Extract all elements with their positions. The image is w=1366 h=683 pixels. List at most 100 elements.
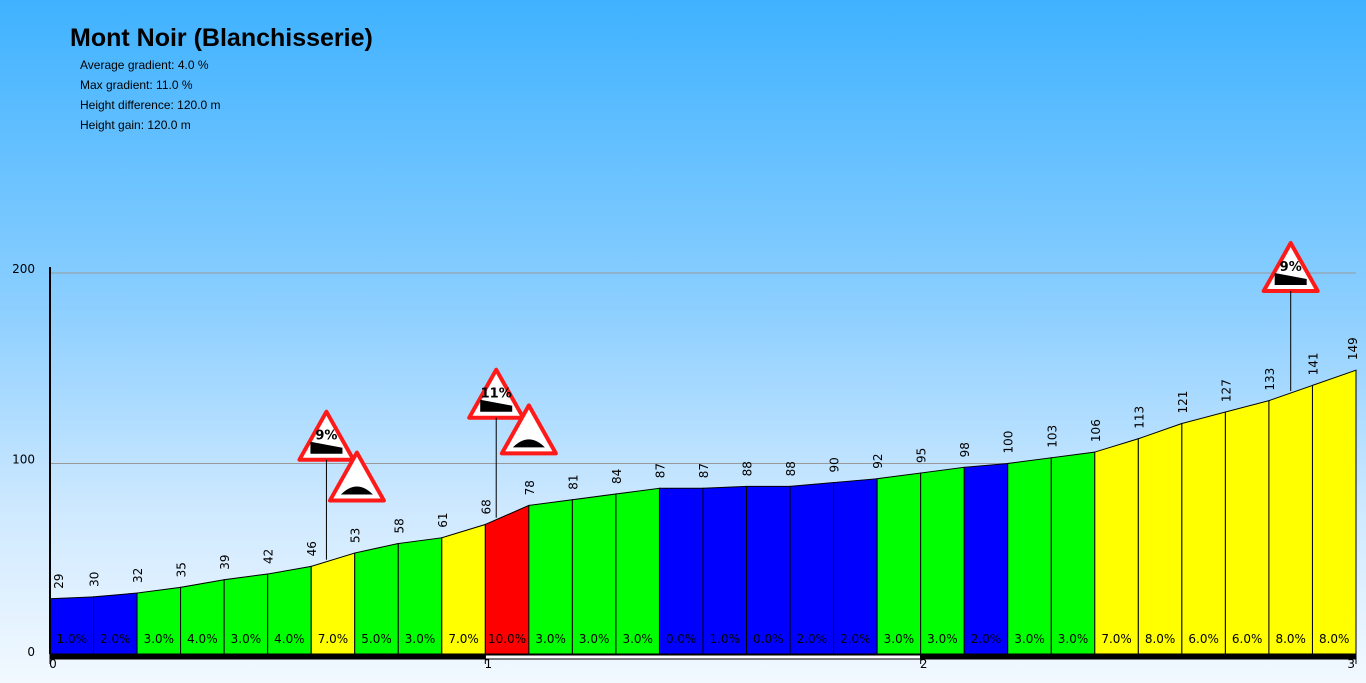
warning-sign-label: 9% [315, 429, 337, 444]
x-tick-label: 3 [1347, 657, 1355, 671]
warning-sign-label: 9% [1280, 260, 1302, 275]
gradient-label: 7.0% [318, 632, 349, 646]
slope-glyph [310, 441, 343, 454]
profile-segment [1311, 369, 1357, 655]
slope-glyph [1274, 273, 1307, 286]
profile-segment [876, 472, 922, 655]
elevation-label: 141 [1306, 352, 1320, 375]
gradient-label: 0.0% [666, 632, 697, 646]
gradient-label: 5.0% [361, 632, 392, 646]
x-axis-band [49, 654, 486, 660]
x-axis-band [920, 654, 1357, 660]
warning-sign-hump-icon [327, 450, 386, 503]
gradient-label: 2.0% [971, 632, 1002, 646]
gradient-label: 4.0% [187, 632, 218, 646]
elevation-label: 29 [52, 573, 66, 588]
profile-segment [702, 485, 748, 655]
x-tick-label: 2 [920, 657, 928, 671]
elevation-label: 149 [1346, 337, 1360, 360]
elevation-label: 92 [871, 453, 885, 468]
gradient-label: 4.0% [274, 632, 305, 646]
elevation-label: 113 [1132, 406, 1146, 429]
profile-segment [571, 493, 617, 655]
elevation-label: 78 [523, 480, 537, 495]
warning-sign-hump-icon [499, 403, 558, 456]
gradient-label: 0.0% [753, 632, 784, 646]
profile-segment [833, 478, 878, 655]
profile-segment [1007, 457, 1052, 655]
gradient-label: 3.0% [1014, 632, 1045, 646]
gradient-label: 6.0% [1232, 632, 1263, 646]
warning-sign-label: 11% [481, 387, 512, 402]
elevation-label: 30 [88, 572, 102, 587]
elevation-label: 133 [1263, 368, 1277, 391]
gradient-label: 8.0% [1319, 632, 1350, 646]
elevation-label: 87 [697, 463, 711, 478]
gradient-label: 3.0% [927, 632, 958, 646]
elevation-label: 106 [1089, 419, 1103, 442]
elevation-label: 68 [479, 499, 493, 514]
gradient-label: 3.0% [405, 632, 436, 646]
profile-segment [1181, 411, 1226, 655]
gradient-label: 3.0% [144, 632, 175, 646]
elevation-label: 88 [784, 461, 798, 476]
elevation-label: 35 [175, 562, 189, 577]
profile-segment [615, 487, 660, 655]
profile-segment [746, 485, 791, 655]
x-tick-label: 1 [485, 657, 493, 671]
profile-segment [1050, 451, 1096, 655]
profile-segment [963, 462, 1009, 655]
profile-segment [1094, 438, 1139, 655]
gradient-label: 8.0% [1275, 632, 1306, 646]
y-tick-label: 200 [12, 262, 35, 276]
stat-max-gradient: Max gradient: 11.0 % [80, 78, 193, 92]
gradient-label: 1.0% [710, 632, 741, 646]
chart-title: Mont Noir (Blanchisserie) [70, 24, 373, 52]
x-tick-label: 0 [49, 657, 57, 671]
gradient-label: 6.0% [1188, 632, 1219, 646]
stat-average-gradient: Average gradient: 4.0 % [80, 58, 209, 72]
gradient-label: 3.0% [1058, 632, 1089, 646]
y-tick-label: 100 [12, 453, 35, 467]
elevation-label: 88 [741, 461, 755, 476]
profile-segment [658, 487, 704, 655]
profile-segment [528, 499, 573, 655]
elevation-label: 39 [218, 554, 232, 569]
gradient-label: 2.0% [100, 632, 131, 646]
elevation-label: 100 [1002, 431, 1016, 454]
hump-glyph [512, 439, 545, 448]
gradient-label: 3.0% [622, 632, 653, 646]
elevation-label: 81 [566, 474, 580, 489]
profile-segment [789, 482, 835, 655]
elevation-label: 42 [262, 549, 276, 564]
gradient-label: 3.0% [231, 632, 262, 646]
elevation-label: 127 [1219, 379, 1233, 402]
gradient-label: 3.0% [579, 632, 610, 646]
elevation-label: 46 [305, 541, 319, 556]
elevation-label: 87 [653, 463, 667, 478]
gradient-label: 8.0% [1145, 632, 1176, 646]
elevation-label: 61 [436, 513, 450, 528]
slope-glyph [480, 399, 513, 412]
elevation-label: 103 [1045, 425, 1059, 448]
elevation-label: 98 [958, 442, 972, 457]
x-axis-band [484, 654, 922, 660]
stat-height-difference: Height difference: 120.0 m [80, 98, 221, 112]
gradient-label: 3.0% [884, 632, 915, 646]
gradient-label: 2.0% [840, 632, 871, 646]
stat-height-gain: Height gain: 120.0 m [80, 118, 191, 132]
gradient-label: 1.0% [57, 632, 88, 646]
gradient-label: 10.0% [488, 632, 526, 646]
profile-segment [920, 466, 965, 655]
hump-glyph [340, 486, 373, 495]
profile-segment [1224, 399, 1270, 655]
profile-segment [1137, 422, 1183, 655]
elevation-label: 53 [349, 528, 363, 543]
gradient-label: 2.0% [797, 632, 828, 646]
elevation-label: 90 [828, 457, 842, 472]
gradient-label: 3.0% [535, 632, 566, 646]
y-tick-label: 0 [27, 645, 35, 659]
elevation-label: 95 [915, 448, 929, 463]
elevation-label: 32 [131, 568, 145, 583]
